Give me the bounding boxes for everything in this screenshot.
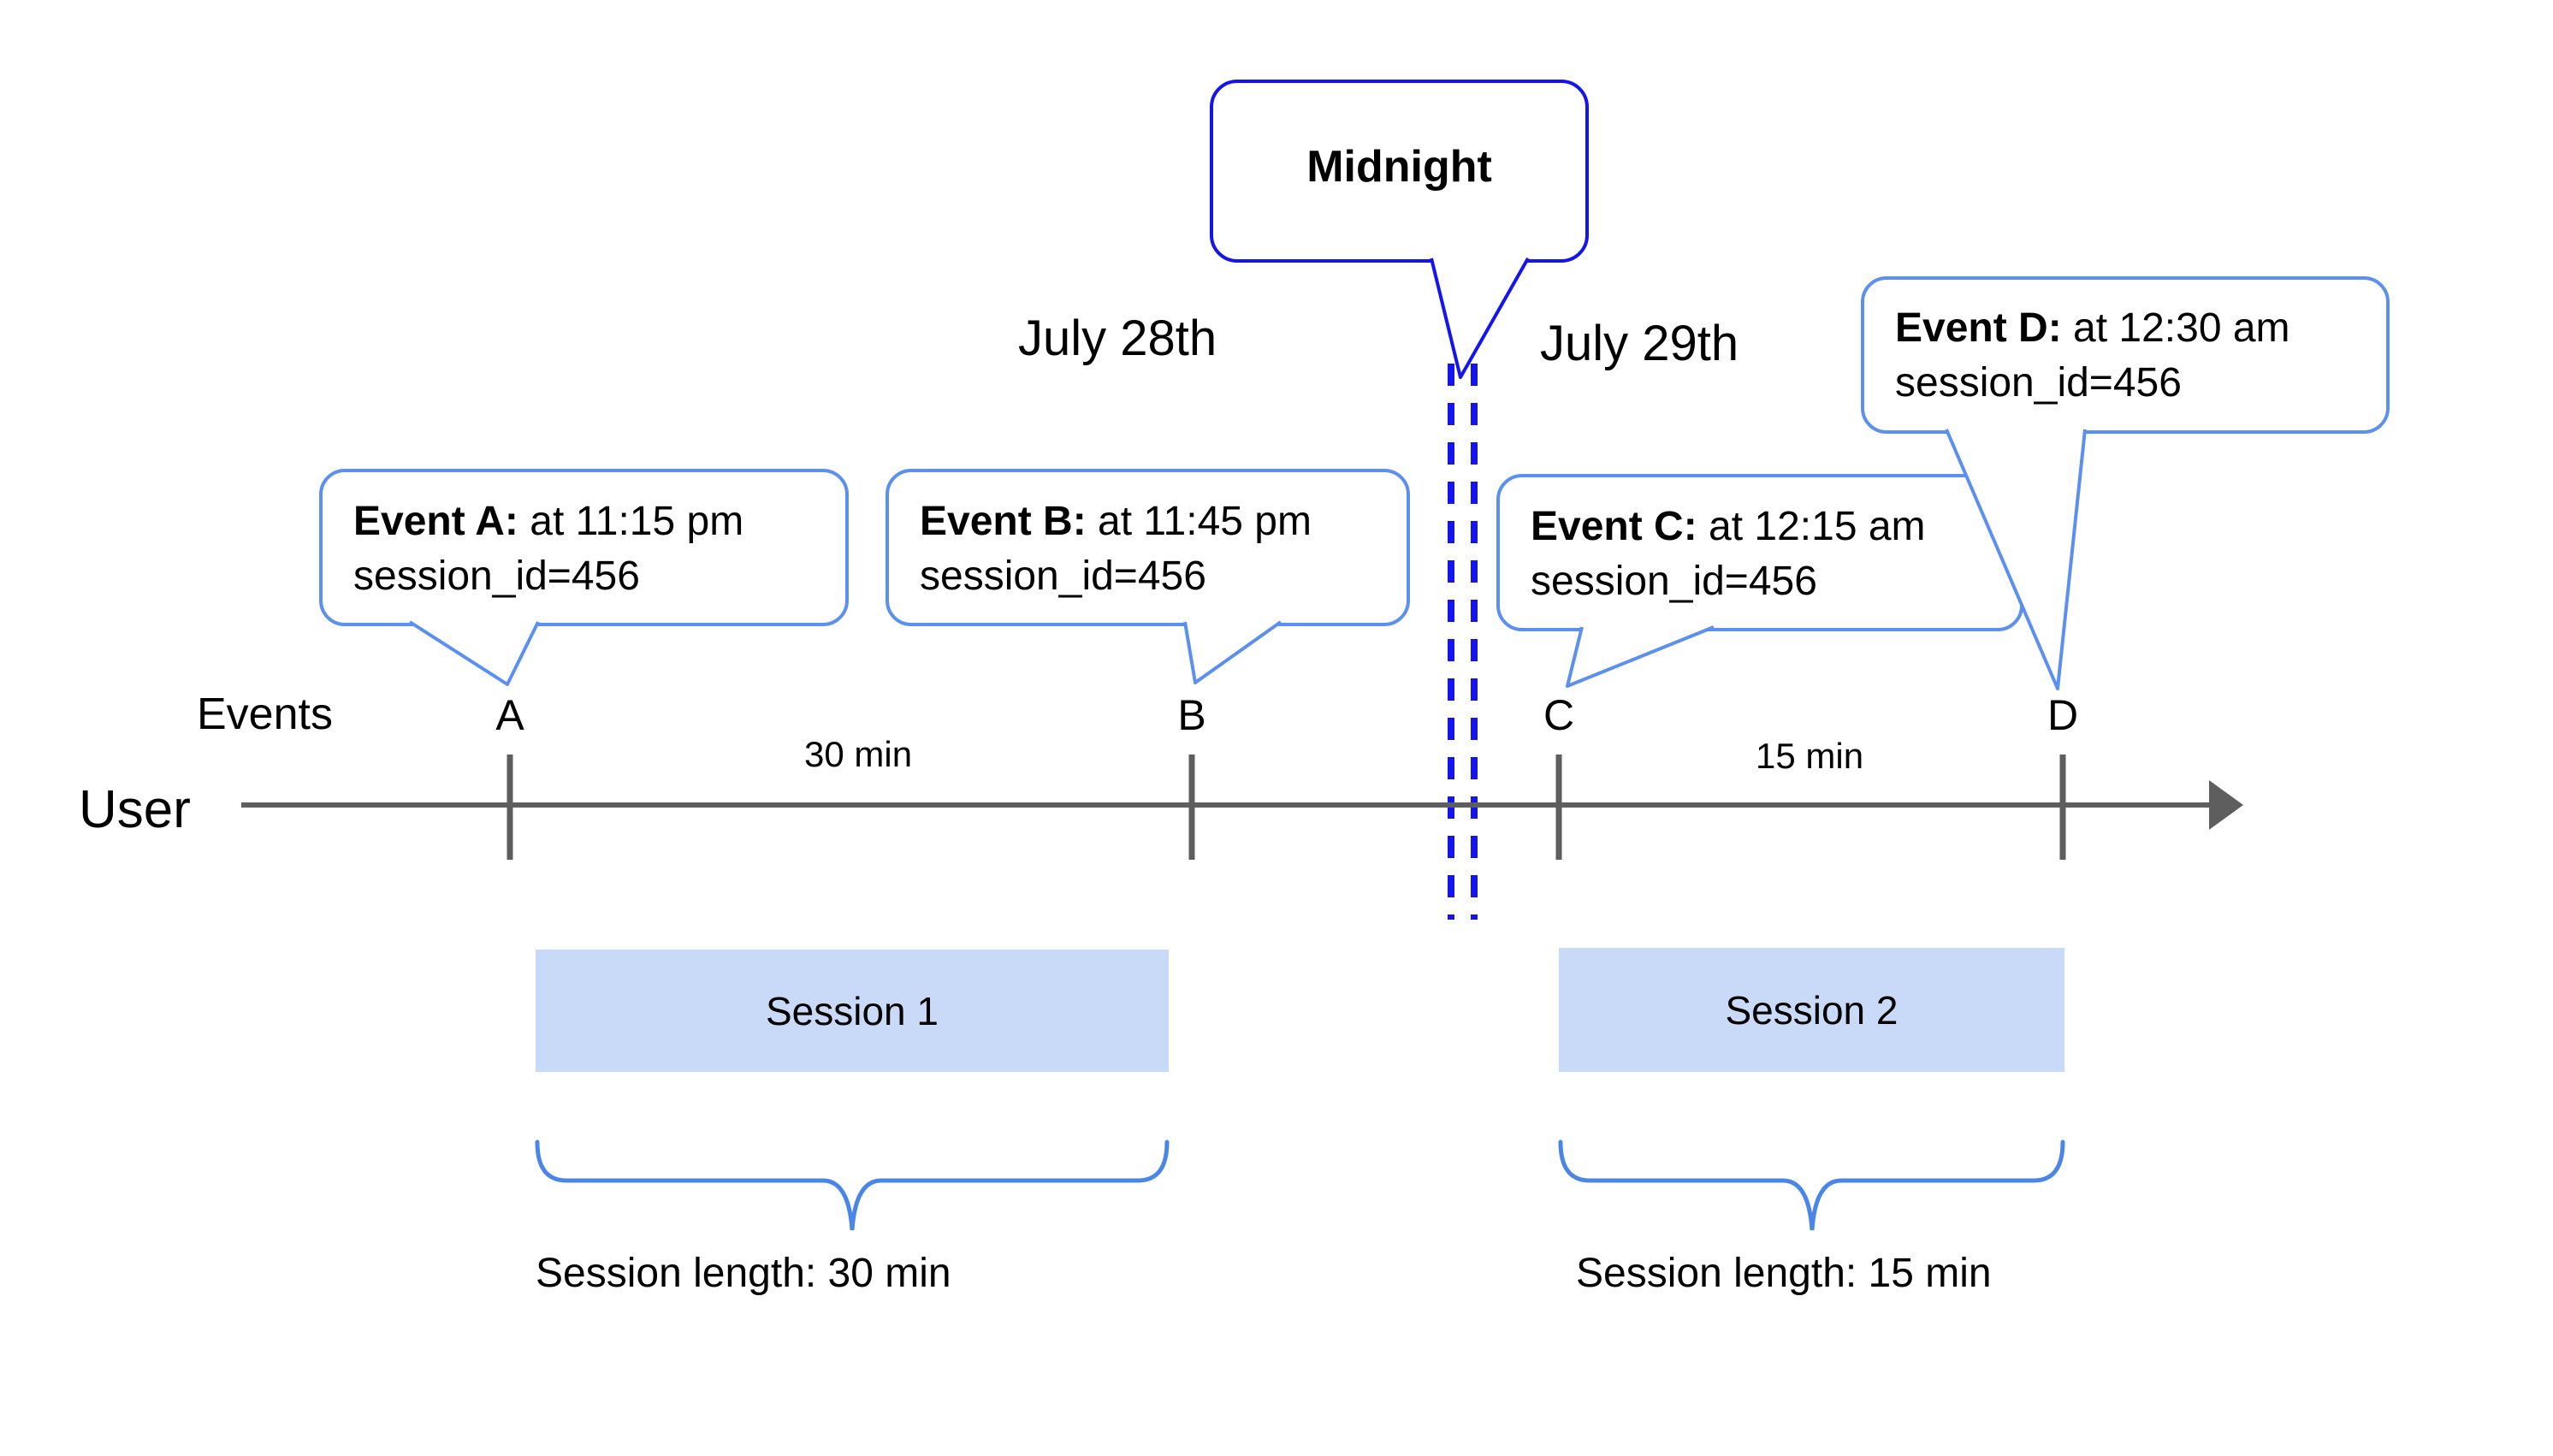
session-1-length-label: Session length: 30 min [536, 1251, 951, 1296]
event-d-callout-tail [1945, 429, 2087, 690]
event-c-line2: session_id=456 [1531, 559, 1817, 604]
event-letter-b: B [1177, 691, 1206, 739]
date-july-29: July 29th [1540, 316, 1739, 371]
event-d-callout-text: Event D: at 12:30 am session_id=456 [1895, 301, 2290, 411]
event-b-callout-text: Event B: at 11:45 pm session_id=456 [920, 494, 1312, 604]
timeline-arrowhead-icon [2209, 780, 2243, 830]
event-d-line1: Event D: at 12:30 am [1895, 305, 2290, 351]
session-1-brace [535, 1139, 1170, 1231]
event-c-callout-tail [1566, 625, 1715, 688]
midnight-callout-tail [1430, 257, 1530, 379]
event-a-line2: session_id=456 [353, 553, 640, 599]
event-d-callout-bubble [1861, 276, 2390, 434]
session-2-label: Session 2 [1725, 987, 1898, 1033]
user-axis-label: User [79, 780, 191, 839]
event-b-line1: Event B: at 11:45 pm [920, 499, 1312, 544]
session-2-brace [1558, 1139, 2065, 1231]
session-1-box: Session 1 [536, 950, 1169, 1072]
session-1-label: Session 1 [765, 988, 939, 1033]
event-b-line2: session_id=456 [920, 553, 1206, 599]
event-d-line2: session_id=456 [1895, 360, 2182, 405]
event-a-callout-bubble [319, 469, 849, 626]
date-july-28: July 28th [1018, 311, 1217, 366]
event-c-line1: Event C: at 12:15 am [1531, 504, 1926, 549]
gap-30min-label: 30 min [804, 734, 913, 774]
event-b-callout-tail [1183, 620, 1282, 684]
events-axis-label: Events [197, 690, 333, 739]
midnight-label: Midnight [1306, 142, 1492, 192]
session-2-length-label: Session length: 15 min [1576, 1251, 1992, 1296]
event-a-callout-text: Event A: at 11:15 pm session_id=456 [353, 494, 743, 604]
event-a-callout-tail [408, 620, 540, 686]
session-2-box: Session 2 [1559, 948, 2064, 1072]
event-letter-a: A [495, 691, 524, 739]
event-b-callout-bubble [886, 469, 1410, 626]
event-c-callout-text: Event C: at 12:15 am session_id=456 [1531, 500, 1926, 609]
event-letter-c: C [1543, 691, 1575, 739]
event-a-line1: Event A: at 11:15 pm [353, 499, 744, 544]
gap-15min-label: 15 min [1756, 736, 1864, 776]
midnight-callout-bubble [1210, 80, 1589, 263]
event-letter-d: D [2047, 691, 2079, 739]
